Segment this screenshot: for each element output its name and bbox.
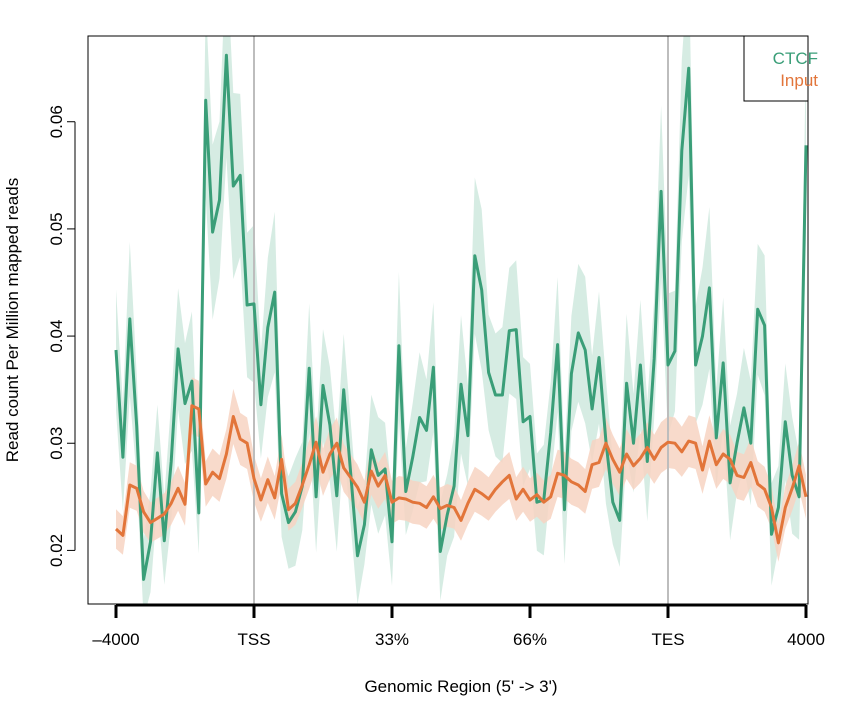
x-tick-label-5: 4000 <box>787 630 825 649</box>
legend-label-ctcf: CTCF <box>773 49 818 68</box>
x-axis: –4000 TSS 33% 66% TES 4000 <box>92 603 825 649</box>
y-tick-label-1: 0.03 <box>47 427 66 460</box>
x-tick-label-0: –4000 <box>92 630 139 649</box>
legend-box <box>743 35 809 102</box>
y-tick-label-0: 0.02 <box>47 534 66 567</box>
line-ctcf <box>114 53 808 581</box>
x-tick-label-1: TSS <box>237 630 270 649</box>
y-tick-label-2: 0.04 <box>47 320 66 353</box>
y-axis: 0.02 0.03 0.04 0.05 0.06 <box>47 105 76 567</box>
x-axis-title: Genomic Region (5' -> 3') <box>364 677 557 696</box>
x-tick-label-4: TES <box>651 630 684 649</box>
y-tick-label-3: 0.05 <box>47 212 66 245</box>
legend: CTCF Input <box>743 35 818 102</box>
confidence-bands <box>116 36 806 604</box>
series-lines <box>114 53 808 581</box>
x-tick-label-3: 66% <box>513 630 547 649</box>
y-tick-label-4: 0.06 <box>47 105 66 138</box>
y-axis-title: Read count Per Million mapped reads <box>3 178 22 462</box>
line-input <box>114 404 808 545</box>
legend-label-input: Input <box>780 71 818 90</box>
band-input <box>116 377 806 562</box>
x-tick-label-2: 33% <box>375 630 409 649</box>
